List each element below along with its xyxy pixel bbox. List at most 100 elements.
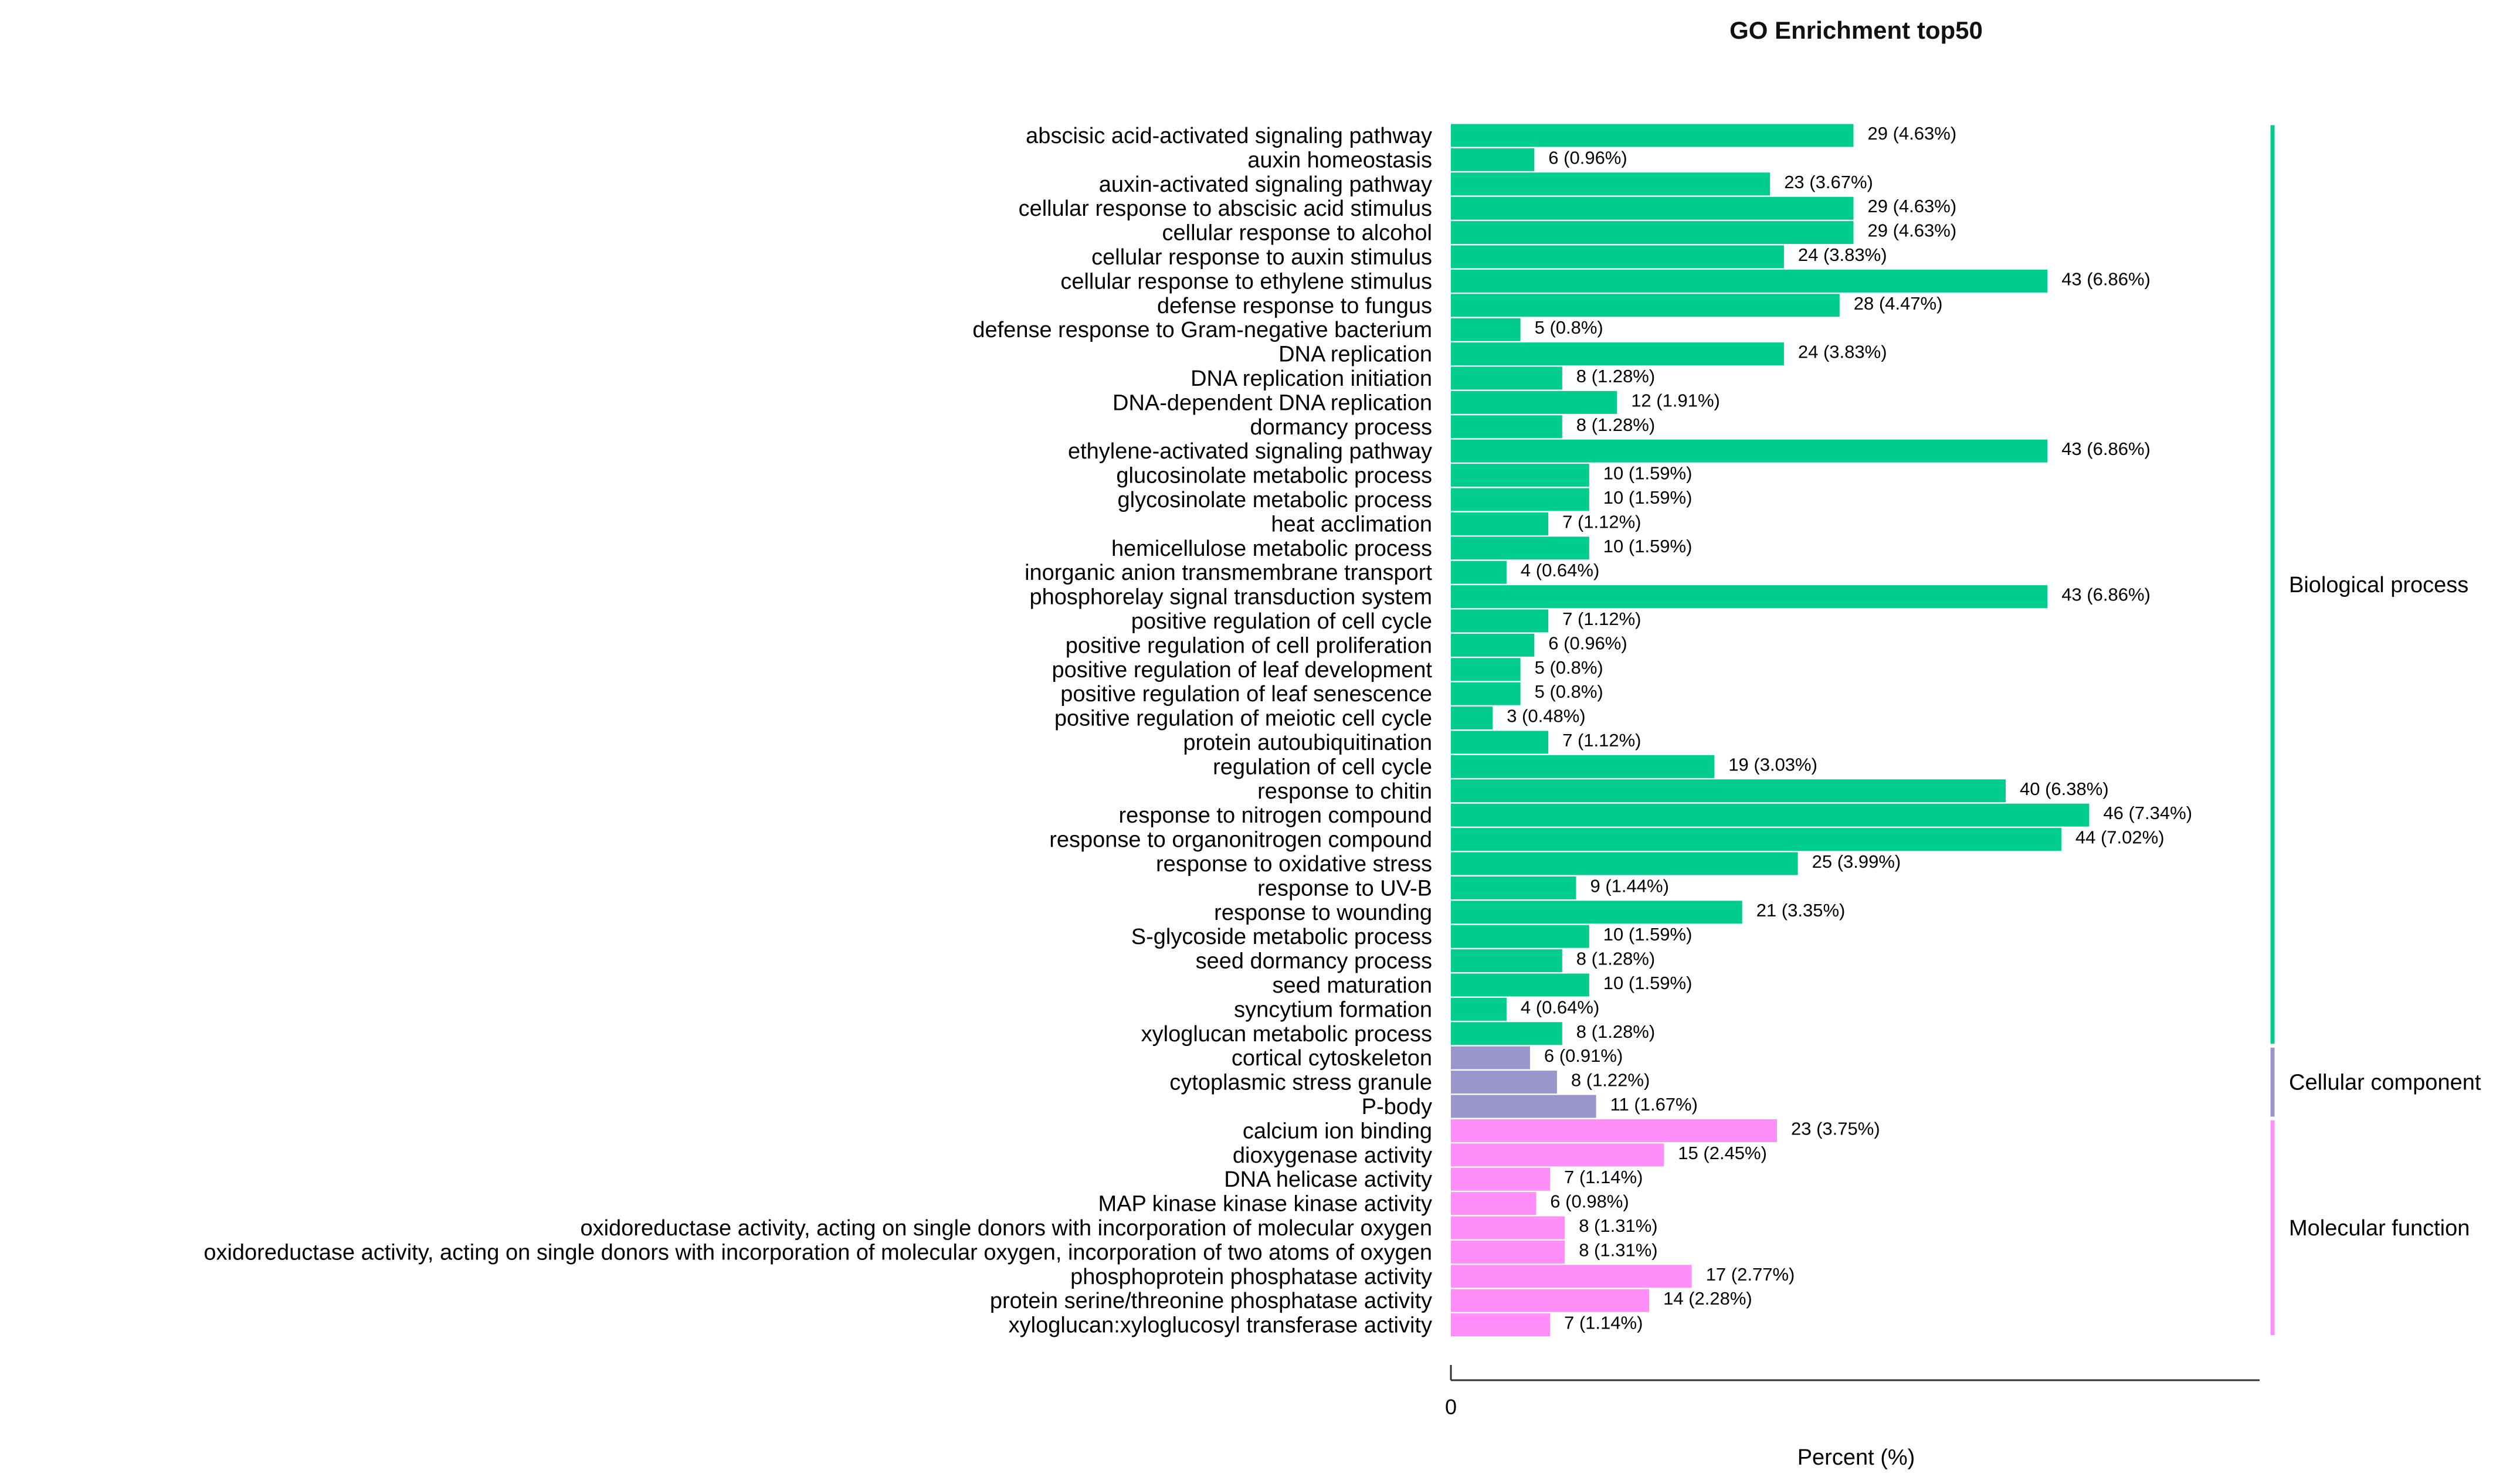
bar-value-label: 43 (6.86%) <box>2061 439 2151 459</box>
bar-value-label: 9 (1.44%) <box>1590 875 1669 896</box>
bar-value-label: 7 (1.14%) <box>1564 1167 1643 1187</box>
term-label: response to nitrogen compound <box>1119 803 1432 828</box>
term-label: xyloglucan:xyloglucosyl transferase acti… <box>1009 1313 1432 1338</box>
bar <box>1451 439 2048 463</box>
bar-value-label: 15 (2.45%) <box>1678 1143 1767 1163</box>
chart-title: GO Enrichment top50 <box>1729 16 1983 44</box>
bar-value-label: 44 (7.02%) <box>2075 827 2165 848</box>
term-label: protein autoubiquitination <box>1183 731 1432 755</box>
bar-value-label: 10 (1.59%) <box>1603 924 1693 945</box>
term-label: auxin-activated signaling pathway <box>1099 172 1432 197</box>
term-label: S-glycoside metabolic process <box>1131 925 1432 949</box>
bar <box>1451 415 1562 439</box>
bar-value-label: 6 (0.91%) <box>1544 1045 1623 1066</box>
bar <box>1451 901 1742 924</box>
bar-value-label: 7 (1.12%) <box>1562 609 1641 629</box>
term-label: P-body <box>1362 1095 1432 1119</box>
term-label: cortical cytoskeleton <box>1232 1046 1432 1071</box>
bar <box>1451 1265 1692 1288</box>
bar <box>1451 536 1589 560</box>
bar <box>1451 1143 1664 1167</box>
term-label: positive regulation of meiotic cell cycl… <box>1054 707 1432 731</box>
bar-value-label: 10 (1.59%) <box>1603 487 1693 508</box>
group-brackets: Biological process Cellular component Mole… <box>2270 125 2481 1336</box>
bar <box>1451 464 1589 487</box>
term-label: dormancy process <box>1250 415 1432 440</box>
bar <box>1451 172 1771 196</box>
bar-value-label: 25 (3.99%) <box>1812 851 1901 872</box>
bar <box>1451 852 1798 875</box>
bar <box>1451 1071 1557 1094</box>
term-label: positive regulation of leaf development <box>1052 658 1432 682</box>
bar-value-label: 7 (1.12%) <box>1562 730 1641 750</box>
bar-value-label: 8 (1.31%) <box>1579 1239 1657 1260</box>
term-label: response to chitin <box>1257 779 1432 804</box>
bar <box>1451 342 1784 366</box>
bar <box>1451 1192 1537 1215</box>
term-label: calcium ion binding <box>1243 1119 1432 1143</box>
bar-value-label: 17 (2.77%) <box>1706 1264 1795 1285</box>
bar <box>1451 658 1521 681</box>
term-label: DNA replication <box>1278 342 1432 367</box>
bar <box>1451 366 1562 390</box>
term-label: cellular response to ethylene stimulus <box>1060 269 1432 294</box>
term-label: phosphorelay signal transduction system <box>1030 585 1433 610</box>
bar-value-label: 24 (3.83%) <box>1798 342 1887 362</box>
bar-value-label: 10 (1.59%) <box>1603 536 1693 556</box>
bar-value-label: 12 (1.91%) <box>1631 390 1720 410</box>
term-label: cellular response to abscisic acid stimu… <box>1019 196 1432 221</box>
bar <box>1451 196 1854 220</box>
bar <box>1451 390 1617 414</box>
term-label: seed dormancy process <box>1196 949 1432 974</box>
bar <box>1451 633 1535 657</box>
bar-value-label: 5 (0.8%) <box>1535 317 1603 338</box>
bar <box>1451 269 2048 293</box>
bar <box>1451 779 2006 803</box>
bar-value-label: 11 (1.67%) <box>1610 1094 1698 1115</box>
term-label: cellular response to alcohol <box>1162 221 1433 246</box>
bar-value-label: 4 (0.64%) <box>1521 560 1599 580</box>
bar <box>1451 973 1589 997</box>
term-label: phosphoprotein phosphatase activity <box>1070 1265 1432 1289</box>
bar-value-label: 6 (0.96%) <box>1548 147 1627 168</box>
bar-value-label: 23 (3.67%) <box>1784 172 1873 192</box>
bar-value-label: 8 (1.28%) <box>1576 415 1655 435</box>
bar <box>1451 245 1784 269</box>
bar <box>1451 925 1589 948</box>
term-label: DNA helicase activity <box>1224 1167 1432 1192</box>
bar-value-label: 43 (6.86%) <box>2061 585 2151 605</box>
x-axis-label: Percent (%) <box>1797 1445 1915 1470</box>
bar-value-label: 24 (3.83%) <box>1798 244 1887 265</box>
bar-value-label: 7 (1.12%) <box>1562 511 1641 532</box>
term-label: glucosinolate metabolic process <box>1116 464 1432 488</box>
bar-value-label: 21 (3.35%) <box>1756 900 1846 921</box>
term-label: abscisic acid-activated signaling pathwa… <box>1026 124 1432 148</box>
bar-value-label: 3 (0.48%) <box>1507 706 1585 726</box>
term-label: dioxygenase activity <box>1233 1143 1432 1168</box>
term-label: MAP kinase kinase kinase activity <box>1098 1192 1432 1217</box>
term-labels: abscisic acid-activated signaling pathwa… <box>204 124 1432 1338</box>
group-label: Biological process <box>2289 573 2468 597</box>
bar-value-label: 46 (7.34%) <box>2103 803 2192 823</box>
term-label: positive regulation of cell cycle <box>1131 609 1432 634</box>
bar <box>1451 609 1549 633</box>
bar <box>1451 1022 1562 1045</box>
group-label: Molecular function <box>2289 1216 2470 1241</box>
bar-value-label: 14 (2.28%) <box>1663 1288 1752 1309</box>
x-axis: 0 <box>1445 1365 2260 1419</box>
term-label: defense response to fungus <box>1157 294 1432 318</box>
bar-value-label: 8 (1.28%) <box>1576 1021 1655 1042</box>
bar <box>1451 1240 1565 1264</box>
bar-value-label: 4 (0.64%) <box>1521 997 1599 1017</box>
term-label: positive regulation of leaf senescence <box>1060 682 1432 707</box>
bar <box>1451 1289 1650 1312</box>
term-label: DNA-dependent DNA replication <box>1113 390 1432 415</box>
term-label: positive regulation of cell proliferatio… <box>1066 633 1432 658</box>
term-label: inorganic anion transmembrane transport <box>1025 561 1432 585</box>
bar <box>1451 949 1562 973</box>
bar-value-label: 7 (1.14%) <box>1564 1313 1643 1333</box>
bar-value-label: 29 (4.63%) <box>1868 220 1957 241</box>
term-label: response to wounding <box>1214 901 1432 925</box>
